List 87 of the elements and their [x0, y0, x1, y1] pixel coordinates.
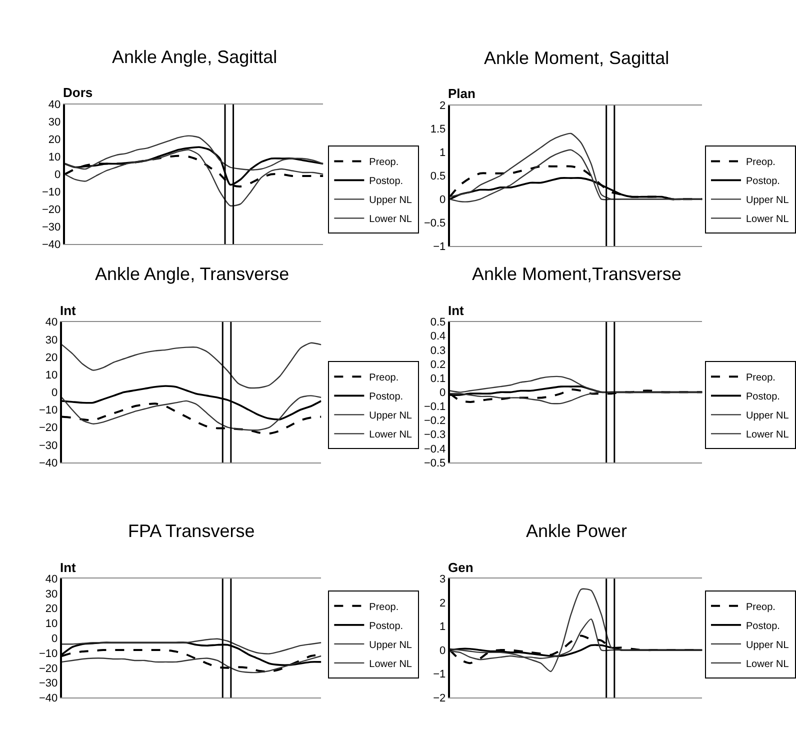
legend-label: Lower NL	[369, 658, 412, 670]
y-tick-label: 0	[54, 169, 61, 182]
y-tick-label: 0	[52, 633, 58, 645]
legend-label: Preop.	[746, 157, 776, 168]
legend-label: Lower NL	[369, 214, 412, 226]
y-tick-label: 0.2	[430, 358, 446, 371]
legend-label: Upper NL	[746, 640, 790, 651]
chart-title: Ankle Angle, Transverse	[95, 264, 290, 284]
y-axis-title: Int	[60, 560, 77, 575]
y-tick-label: 20	[48, 134, 61, 146]
legend-label: Upper NL	[369, 195, 412, 206]
legend-label: Preop.	[369, 157, 399, 168]
y-tick-label: −10	[38, 648, 58, 660]
y-tick-label: 30	[48, 116, 61, 129]
legend-label: Postop.	[746, 392, 780, 403]
y-tick-label: −20	[38, 422, 58, 434]
y-tick-label: 3	[440, 573, 446, 586]
y-tick-label: −20	[42, 204, 61, 216]
y-tick-label: 0.1	[430, 372, 446, 385]
chart-title: Ankle Moment, Sagittal	[484, 48, 670, 68]
y-tick-label: 0.5	[430, 316, 446, 329]
y-tick-label: −1	[433, 668, 446, 681]
y-tick-label: 0	[52, 387, 58, 400]
legend-label: Lower NL	[746, 430, 790, 441]
legend-label: Upper NL	[746, 195, 790, 206]
legend-label: Preop.	[746, 372, 776, 384]
y-tick-label: 0.5	[430, 170, 446, 183]
y-tick-label: −0.5	[424, 217, 446, 230]
y-tick-label: −30	[38, 678, 58, 690]
y-tick-label: 40	[45, 573, 58, 586]
y-tick-label: 30	[45, 588, 58, 600]
y-tick-label: 20	[45, 603, 58, 616]
y-tick-label: 1.5	[430, 124, 446, 136]
y-tick-label: 1	[440, 147, 446, 160]
y-tick-label: −0.4	[424, 443, 446, 456]
y-tick-label: −0.2	[424, 415, 446, 428]
y-tick-label: 10	[45, 618, 58, 630]
y-tick-label: −0.3	[424, 429, 446, 442]
y-tick-label: −30	[42, 221, 61, 234]
legend-label: Postop.	[746, 620, 780, 632]
chart-title: FPA Transverse	[128, 521, 255, 541]
y-tick-label: −40	[38, 457, 58, 470]
y-tick-label: 2	[440, 100, 446, 112]
y-tick-label: 10	[45, 369, 58, 382]
legend-label: Lower NL	[746, 214, 790, 226]
legend-label: Postop.	[369, 620, 404, 632]
y-axis-title: Plan	[448, 86, 476, 101]
y-tick-label: 40	[48, 99, 61, 112]
y-axis-title: Int	[448, 303, 465, 318]
y-tick-label: −10	[38, 404, 58, 417]
legend-label: Preop.	[369, 372, 399, 384]
y-tick-label: 1	[440, 621, 446, 634]
y-tick-label: −0.1	[424, 401, 446, 414]
y-tick-label: 0.3	[430, 344, 446, 357]
y-tick-label: 20	[45, 352, 58, 364]
y-tick-label: −40	[38, 692, 58, 705]
y-tick-label: −40	[42, 238, 61, 251]
y-tick-label: 30	[45, 334, 58, 346]
y-axis-title: Dors	[63, 85, 93, 100]
legend-label: Preop.	[746, 602, 776, 613]
legend-label: Postop.	[369, 392, 404, 403]
y-tick-label: −10	[42, 186, 61, 199]
y-tick-label: −20	[38, 662, 58, 675]
y-axis-title: Gen	[448, 560, 474, 575]
legend-label: Lower NL	[746, 658, 790, 670]
legend-label: Upper NL	[746, 410, 790, 422]
chart-title: Ankle Moment,Transverse	[472, 264, 682, 284]
legend-label: Upper NL	[369, 640, 412, 651]
chart-title: Ankle Power	[526, 521, 628, 541]
y-tick-label: 0	[440, 194, 446, 206]
chart-title: Ankle Angle, Sagittal	[112, 47, 278, 67]
y-tick-label: 40	[45, 316, 58, 329]
legend-label: Postop.	[369, 176, 404, 188]
y-tick-label: 0.4	[430, 330, 446, 343]
legend-label: Postop.	[746, 176, 780, 188]
legend-label: Upper NL	[369, 410, 412, 422]
y-tick-label: −0.5	[424, 457, 446, 470]
legend-label: Preop.	[369, 602, 399, 613]
y-tick-label: −2	[433, 692, 446, 705]
y-tick-label: 2	[440, 597, 446, 610]
y-tick-label: 0	[440, 387, 446, 400]
y-tick-label: 0	[440, 644, 446, 657]
legend-label: Lower NL	[369, 430, 412, 441]
y-tick-label: −30	[38, 440, 58, 452]
y-tick-label: 10	[48, 152, 61, 164]
y-axis-title: Int	[60, 303, 77, 318]
y-tick-label: −1	[433, 240, 446, 253]
